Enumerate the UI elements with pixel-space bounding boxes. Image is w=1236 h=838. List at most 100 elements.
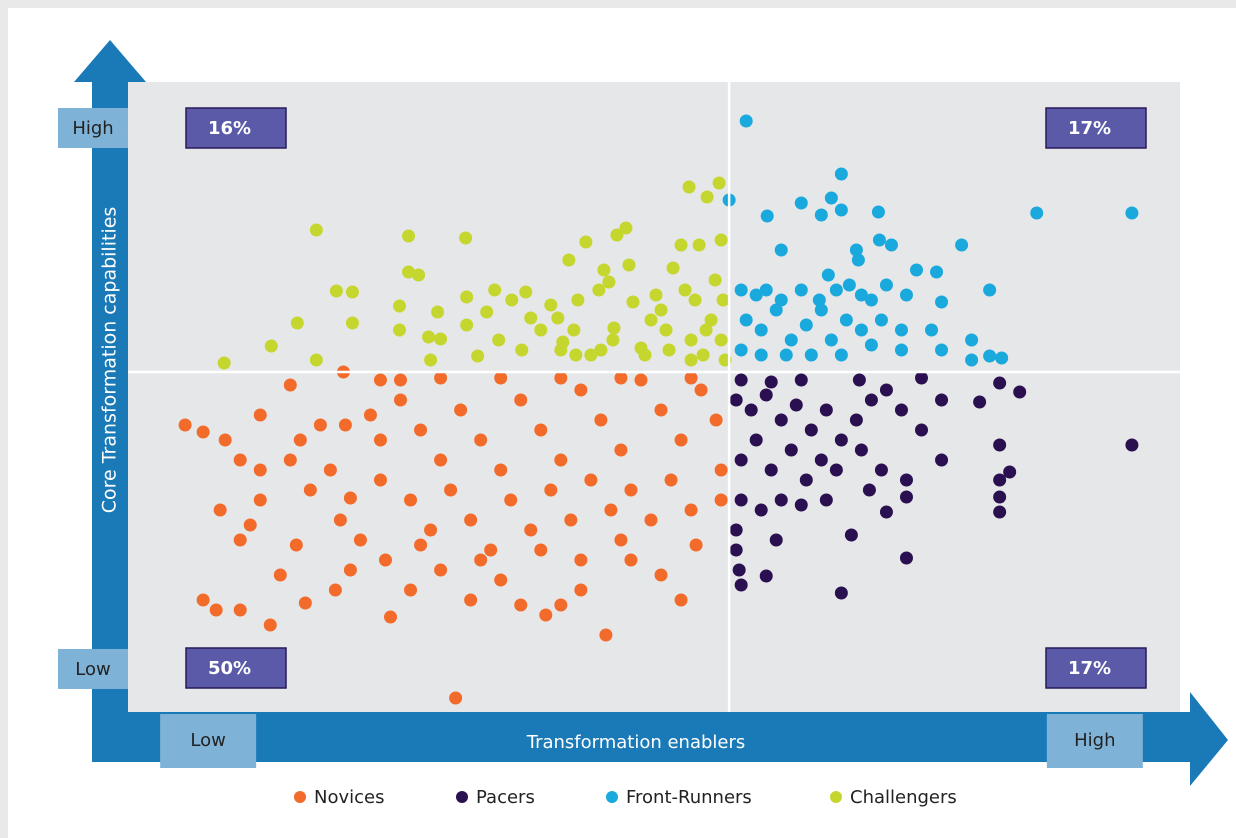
point [1125,206,1139,220]
point [829,463,843,477]
point [567,323,581,337]
point [674,433,688,447]
point [899,490,913,504]
point [864,393,878,407]
point [638,348,652,362]
point [749,433,763,447]
quadrant-box [185,647,287,689]
point [1003,465,1017,479]
point [784,443,798,457]
point [925,323,939,337]
point [293,433,307,447]
point [734,343,748,357]
point [654,403,668,417]
point [233,453,247,467]
point [644,513,658,527]
point [899,288,913,302]
point [784,333,798,347]
point [739,313,753,327]
point [935,343,949,357]
point [799,318,813,332]
point [794,498,808,512]
point [819,403,833,417]
point [634,373,648,387]
point [734,578,748,592]
point [515,343,529,357]
point [474,433,488,447]
point [699,323,713,337]
point [729,523,743,537]
point [273,568,287,582]
point [579,235,593,249]
point [862,483,876,497]
point [584,348,598,362]
point [373,473,387,487]
point [854,443,868,457]
point [233,603,247,617]
point [592,283,606,297]
point [474,553,488,567]
point [854,288,868,302]
quadrant-box [1045,647,1147,689]
point [814,303,828,317]
x-tick-box [1046,714,1143,768]
point [814,208,828,222]
point [333,513,347,527]
point [732,563,746,577]
point [799,473,813,487]
point [759,569,773,583]
point [604,503,618,517]
point [659,323,673,337]
point [760,209,774,223]
point [309,353,323,367]
point [614,443,628,457]
point [393,299,407,313]
point [480,305,494,319]
point [328,583,342,597]
point [460,290,474,304]
quadrant-label: 17% [1068,118,1111,139]
point [309,223,323,237]
point [754,323,768,337]
point [812,293,826,307]
point [682,180,696,194]
point [884,238,898,252]
point [303,483,317,497]
point [993,505,1007,519]
point [504,493,518,507]
point [404,583,418,597]
point [674,238,688,252]
point [471,349,485,363]
point [993,490,1007,504]
point [383,610,397,624]
point [494,573,508,587]
point [551,311,565,325]
point [519,285,533,299]
point [624,553,638,567]
point [774,243,788,257]
point [729,543,743,557]
point [1030,206,1044,220]
point [829,283,843,297]
point [554,371,568,385]
point [794,283,808,297]
point [424,353,438,367]
point [688,293,702,307]
x-tick-label: High [1074,730,1115,751]
y-tick-label: High [72,118,113,139]
point [544,483,558,497]
point [243,518,257,532]
point [414,423,428,437]
point [454,403,468,417]
point [434,563,448,577]
point [995,351,1009,365]
point [414,538,428,552]
point [700,190,714,204]
point [819,493,833,507]
point [915,423,929,437]
point [1125,438,1139,452]
point [606,333,620,347]
point [774,293,788,307]
point [821,268,835,282]
point [983,349,997,363]
